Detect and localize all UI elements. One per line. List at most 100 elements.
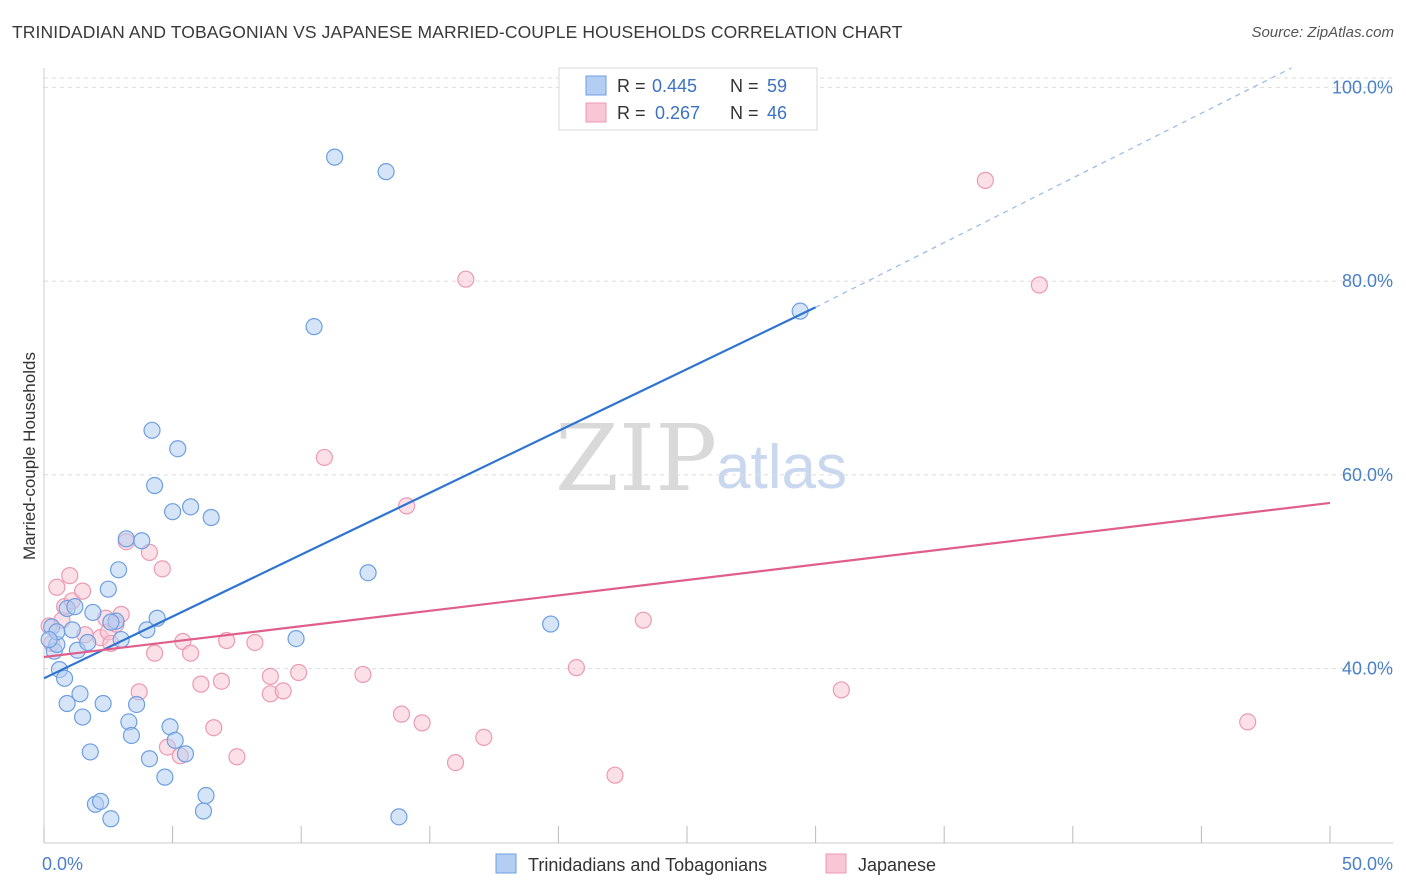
legend-swatch-japanese [825,853,847,874]
trinidadian-point [63,621,81,639]
japanese-trend-line [43,501,1331,659]
japanese-point [457,270,475,288]
trinidadian-point [79,633,97,652]
japanese-point [61,567,79,585]
stats-n-value-japanese: 46 [767,103,787,123]
trinidadian-point [71,685,89,703]
japanese-point [145,644,164,662]
japanese-point [182,644,200,662]
trinidadian-point [156,768,174,786]
legend-swatch-trinidadian [495,853,517,874]
trend-lines [43,67,1331,680]
japanese-point [413,714,431,732]
japanese-point [274,682,292,700]
japanese-point [976,171,994,189]
trinidadian-point [390,808,408,826]
stats-n-value-trinidadian: 59 [767,76,787,96]
japanese-point [261,667,279,685]
trinidadian-point [40,630,58,649]
trinidadian-trend-extension [815,67,1292,308]
trinidadian-point [99,580,117,598]
japanese-point [1030,276,1048,294]
trinidadian-point [117,530,135,548]
trinidadian-point [94,694,112,713]
japanese-point [290,663,308,682]
stats-r-label-japanese: R = [617,103,646,123]
trinidadian-point [145,476,164,495]
source-credit: Source: ZipAtlas.com [1251,24,1394,41]
x-ticks [43,826,1331,843]
y-tick-label: 100.0% [1332,77,1393,97]
japanese-point [446,753,465,772]
stats-n-label-japanese: N = [730,103,759,123]
stats-r-label-trinidadian: R = [617,76,646,96]
trinidadian-point [305,318,323,336]
japanese-point [205,719,223,737]
y-tick-label: 60.0% [1342,465,1393,485]
japanese-point [315,448,333,467]
trinidadian-point [542,615,560,633]
trinidadian-point [133,532,151,550]
japanese-point [246,633,264,652]
stats-swatch-japanese [585,102,607,123]
series-trinidadian-points [40,148,809,828]
japanese-point [634,611,652,629]
trinidadian-point [55,669,74,687]
trinidadian-point [140,750,159,768]
trinidadian-point [58,694,76,713]
trinidadian-point [81,743,99,761]
japanese-point [228,748,246,766]
watermark-zip: ZIP [555,405,717,512]
watermark: ZIP atlas [555,405,847,512]
trinidadian-point [169,440,187,458]
japanese-point [392,705,411,723]
y-axis-label: Married-couple Households [20,352,39,560]
trinidadian-point [176,745,195,763]
stats-swatch-trinidadian [585,75,607,96]
japanese-point [73,582,92,600]
trinidadian-point [73,708,92,726]
japanese-point [606,766,624,784]
trinidadian-point [127,695,146,714]
x-tick-label-min: 0.0% [42,854,83,874]
trinidadian-point [102,810,120,828]
japanese-point [192,675,210,693]
trinidadian-point [359,564,377,582]
trinidadian-point [194,802,213,820]
trinidadian-point [164,503,182,521]
stats-legend: R = 0.445 N = 59 R = 0.267 N = 46 [558,67,818,131]
japanese-point [1239,713,1257,731]
japanese-point [832,681,850,699]
axes [43,68,1393,844]
trinidadian-point [166,731,184,749]
japanese-point [212,672,231,690]
legend-label-trinidadian: Trinidadians and Tobagonians [528,855,767,875]
trinidadian-point [122,726,141,745]
trinidadian-trend-line [43,306,817,680]
trinidadian-point [326,148,344,166]
y-tick-labels: 40.0% 60.0% 80.0% 100.0% [1332,77,1393,678]
watermark-atlas: atlas [716,433,847,502]
trinidadian-point [102,613,120,631]
legend-label-japanese: Japanese [858,855,936,875]
stats-r-value-trinidadian: 0.445 [652,76,697,96]
trinidadian-point [109,561,128,579]
trinidadian-point [287,629,305,648]
trinidadian-point [66,598,84,616]
stats-n-label-trinidadian: N = [730,76,759,96]
trinidadian-point [202,508,220,527]
trinidadian-point [377,163,395,181]
stats-r-value-japanese: 0.267 [655,103,700,123]
trinidadian-point [197,786,215,805]
y-tick-label: 40.0% [1342,659,1393,679]
y-tick-label: 80.0% [1342,271,1393,291]
japanese-point [48,578,66,596]
trinidadian-point [84,603,102,622]
japanese-point [153,560,171,578]
x-tick-label-max: 50.0% [1342,854,1393,874]
chart-title: TRINIDADIAN AND TOBAGONIAN VS JAPANESE M… [12,22,903,42]
japanese-point [354,665,372,684]
japanese-point [475,728,493,747]
trinidadian-point [182,498,200,516]
